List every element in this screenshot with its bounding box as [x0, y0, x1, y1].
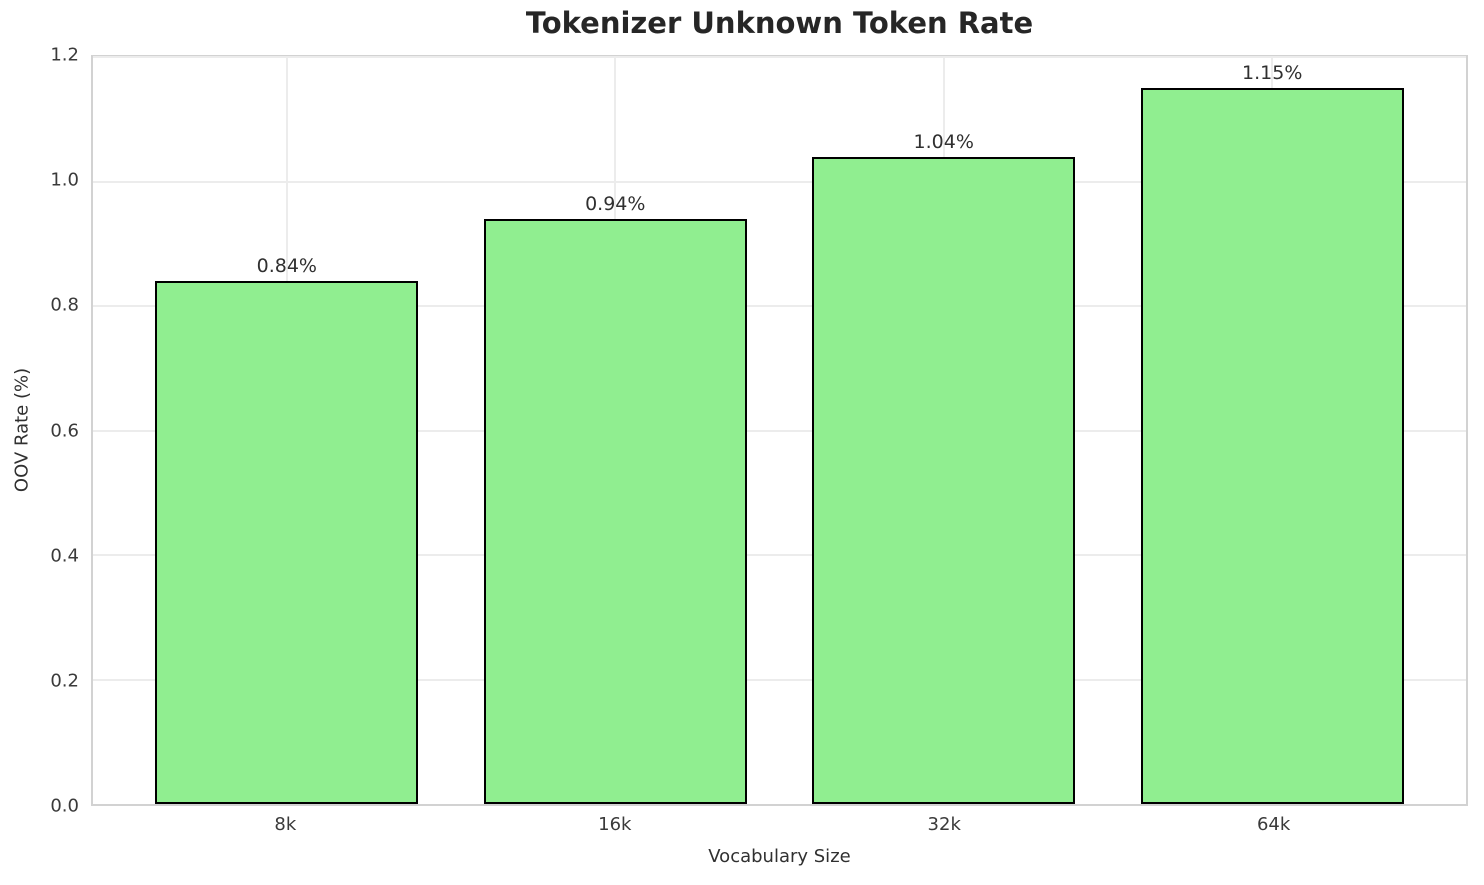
bar-value-label-32k: 1.04%	[913, 130, 974, 153]
ytick-1.2: 1.2	[50, 44, 79, 66]
ytick-0.8: 0.8	[50, 294, 79, 316]
horizontal-gridline	[93, 56, 1466, 58]
bar-64k	[1140, 88, 1404, 804]
xtick-16k: 16k	[598, 814, 632, 835]
bar-8k	[155, 281, 419, 804]
bar-32k	[812, 156, 1076, 804]
horizontal-gridline	[93, 180, 1466, 183]
horizontal-gridline	[93, 305, 1466, 307]
ytick-0.6: 0.6	[50, 420, 79, 441]
xtick-8k: 8k	[274, 814, 297, 835]
bar-value-label-64k: 1.15%	[1242, 62, 1303, 85]
bar-value-label-16k: 0.94%	[585, 192, 646, 215]
xtick-32k: 32k	[927, 814, 961, 835]
horizontal-gridline	[93, 429, 1466, 432]
y-axis-tick-labels: 0.0 0.2 0.4 0.6 0.8 1.0 1.2	[0, 45, 79, 817]
chart-title: Tokenizer Unknown Token Rate	[525, 6, 1034, 40]
ytick-1.0: 1.0	[50, 169, 79, 191]
bar-value-label-8k: 0.84%	[256, 255, 317, 278]
ytick-0.4: 0.4	[50, 545, 79, 567]
plot-area: 0.84% 0.94% 1.04% 1.15%	[91, 55, 1468, 806]
x-axis-label: Vocabulary Size	[708, 846, 851, 867]
horizontal-gridline	[93, 678, 1466, 681]
horizontal-gridline	[93, 554, 1466, 556]
ytick-0.2: 0.2	[50, 670, 79, 692]
ytick-0.0: 0.0	[50, 795, 79, 817]
xtick-64k: 64k	[1256, 814, 1291, 835]
x-axis-tick-labels: 8k 16k 32k 64k	[91, 814, 1468, 838]
bar-16k	[483, 218, 747, 804]
